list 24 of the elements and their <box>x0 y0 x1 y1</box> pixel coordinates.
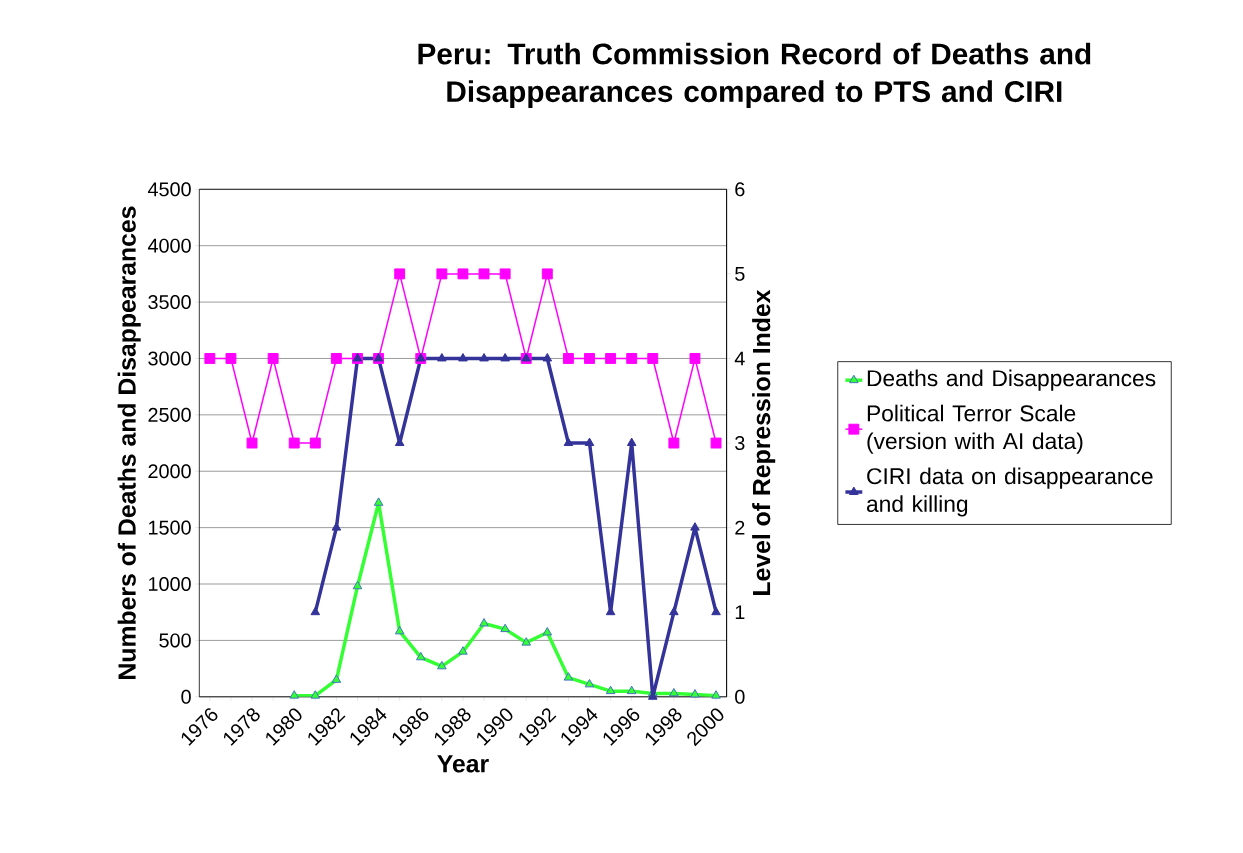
legend-label: Deaths and Disappearances <box>867 369 1156 391</box>
legend-label: Political Terror Scale (version with AI data) <box>867 404 1083 454</box>
y-tick-label: 4500 <box>147 182 191 197</box>
y2-axis-title: Level of Repression Index <box>752 289 776 595</box>
y2-tick-label: 6 <box>735 182 745 197</box>
legend-label: CIRI data on disappearance and killing <box>866 467 1153 517</box>
y-tick-label: 2500 <box>148 407 191 422</box>
y-tick-label: 4000 <box>147 238 191 253</box>
y-tick-label: 3500 <box>148 294 191 309</box>
y2-tick-label: 4 <box>734 351 745 366</box>
x-axis-title: Year <box>437 754 489 773</box>
y2-tick-label: 3 <box>735 435 745 450</box>
chart-title: Peru: Truth Commission Record of Deaths and Disappearances compared to PTS and CIRI <box>418 42 1091 108</box>
y2-tick-label: 0 <box>735 689 745 704</box>
y2-tick-label: 5 <box>735 266 745 281</box>
y-axis-title: Numbers of Deaths and Disappearances <box>117 206 141 679</box>
y-tick-label: 2000 <box>148 464 191 479</box>
y2-tick-label: 2 <box>735 520 745 535</box>
y-tick-label: 1000 <box>149 576 191 591</box>
y-tick-label: 500 <box>159 633 191 648</box>
y-tick-label: 3000 <box>148 351 191 366</box>
y-tick-label: 1500 <box>149 520 191 535</box>
y-tick-label: 0 <box>181 689 191 704</box>
y2-tick-label: 1 <box>735 605 745 619</box>
